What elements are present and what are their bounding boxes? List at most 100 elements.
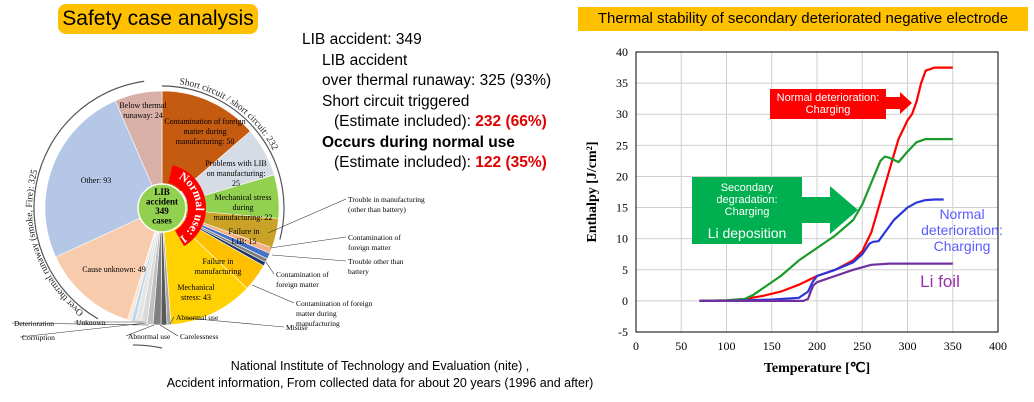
pie-slice [114,90,163,209]
callout-leader [269,236,347,249]
y-tick-label: 5 [622,263,628,277]
slice-label: Other: 93 [81,176,111,185]
stat-line: LIB accident [302,51,551,72]
center-label: 349 [155,206,169,216]
annotation-text-red: Charging [806,104,851,116]
y-tick-label: 10 [616,232,628,246]
x-tick-label: 250 [853,339,871,353]
y-tick-label: 30 [616,107,628,121]
callout-label: Unknown [76,318,106,327]
stat-line: Short circuit triggered [302,92,551,113]
plot-frame [635,51,999,333]
source-line-2: Accident information, From collected dat… [166,376,594,390]
callout-label: Carelessness [180,332,218,341]
x-tick-label: 150 [763,339,781,353]
chart-title: Thermal stability of secondary deteriora… [578,7,1028,31]
annotation-box-green [692,177,802,244]
slice-label: runaway: 24 [123,111,163,120]
callout-label: Contamination of foreign [296,299,372,308]
series-line [699,66,953,302]
callout-leader [19,322,147,338]
slice-label: during [233,203,254,212]
callout-label: Trouble other than [348,257,404,266]
annotation-text-red: Normal deterioration: [777,92,880,104]
stat-text: (Estimate included): [334,154,476,171]
slice-label: Contamination of foreign [164,117,245,126]
series-line [699,262,953,302]
y-tick-label: 0 [622,294,628,308]
slice-label: manufacturing: 50 [176,137,235,146]
slice-label: 25 [232,179,240,188]
x-tick-label: 200 [808,339,826,353]
annotation-arrow-green [802,186,858,234]
y-axis-label: Enthalpy [J/cm²] [585,141,600,242]
slice-label: manufacturing [195,267,242,276]
stat-text: LIB accident: 349 [302,31,422,48]
slice-label: Cause unknown: 49 [82,265,146,274]
annotation-text-blue: deterioration: [921,222,1003,238]
center-label: LIB [154,187,170,197]
callout-label: foreign matter [348,243,391,252]
series-line [699,198,944,302]
callout-leader [125,324,155,337]
stat-text: LIB accident [322,51,408,69]
callout-leader [265,261,275,275]
y-tick-label: 35 [616,76,628,90]
stat-line: LIB accident: 349 [302,30,551,51]
callout-leader [271,254,347,262]
annotation-text-green: degradation: [716,194,777,206]
accident-statistics: LIB accident: 349 LIB accident over therma… [302,30,551,174]
slice-label: Failure in [229,227,260,236]
callout-label: Abnormal use [128,332,171,341]
slice-label: matter during [183,127,226,136]
stat-line: over thermal runaway: 325 (93%) [302,71,551,92]
outer-bracket [132,344,163,349]
pie-slice [55,207,163,321]
stat-highlight: 232 (66%) [475,113,547,130]
x-tick-label: 0 [633,339,639,353]
source-line-1: National Institute of Technology and Eva… [230,359,530,373]
stat-text: Short circuit triggered [322,92,470,110]
stat-text: (Estimate included): [334,113,476,130]
y-tick-label: 25 [616,138,628,152]
x-axis-label: Temperature [℃] [764,361,870,376]
y-tick-label: 15 [616,201,628,215]
slice-label: stress: 43 [181,293,211,302]
annotation-text-green: Charging [725,206,770,218]
callout-leader [251,284,295,304]
callout-leader [169,316,175,325]
annotation-subtext-green: Li deposition [708,225,787,241]
normal-use-ring [168,165,206,247]
callout-label: Deterioration [14,319,54,328]
stat-highlight: 122 (35%) [475,154,547,171]
callout-label: Contamination of [276,270,329,279]
callout-label: matter during [296,309,337,318]
x-tick-label: 300 [899,339,917,353]
callout-label: Abnormal use [176,313,219,322]
stat-text: over thermal runaway: 325 (93%) [322,72,552,89]
callout-leader [267,198,347,234]
x-tick-label: 100 [718,339,736,353]
callout-leader [159,324,179,337]
short-circuit-bracket [161,85,285,240]
callout-label: foreign matter [276,280,319,289]
y-tick-label: -5 [618,325,628,339]
x-tick-label: 350 [944,339,962,353]
callout-label: Trouble in manufacturing [348,195,425,204]
stat-text: Occurs during normal use [322,133,515,151]
callout-leader [185,317,285,328]
annotation-text-green: Secondary [721,182,774,194]
series-line [699,138,953,302]
callout-label: Contamination of [348,233,401,242]
callout-label: battery [348,267,369,276]
slice-label: LIB: 15 [231,237,256,246]
callout-label: Corruption [22,333,55,342]
slice-label: Failure in [203,257,234,266]
callout-label: manufacturing [296,319,340,328]
source-citation: National Institute of Technology and Eva… [150,358,610,392]
slice-label: Problems with LIB [205,159,266,168]
annotation-text-blue: Normal [939,206,984,222]
callout-leader [11,322,150,326]
y-tick-label: 20 [616,169,628,183]
